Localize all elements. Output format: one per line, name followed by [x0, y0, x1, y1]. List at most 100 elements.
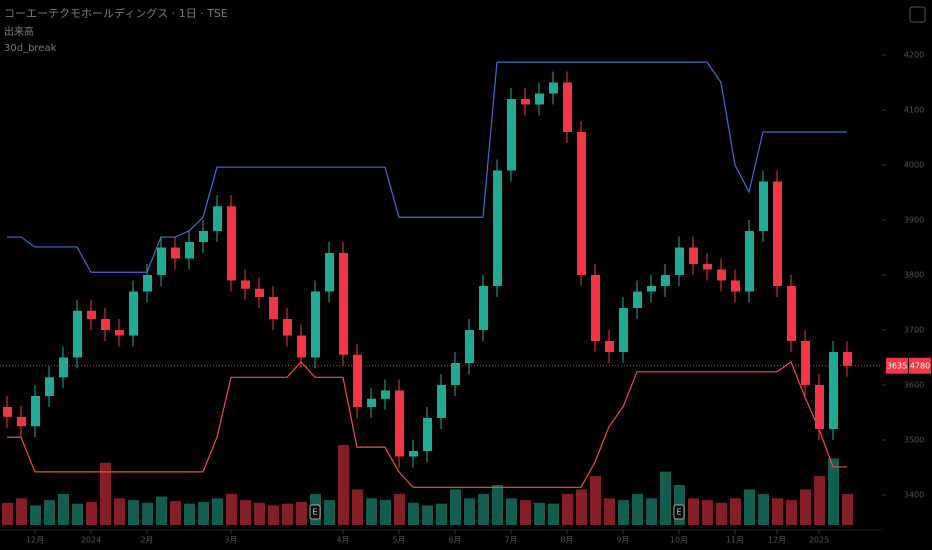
lower-band [7, 360, 847, 488]
candle-body [157, 247, 166, 275]
candle-body [451, 363, 460, 385]
candle-body [633, 291, 642, 308]
volume-bar [590, 476, 601, 525]
candle-body [577, 132, 586, 275]
candle-body [717, 269, 726, 281]
volume-bar [632, 493, 643, 525]
y-tick-label: 4200 [904, 51, 924, 60]
candle-body [3, 407, 12, 417]
volume-bar [212, 498, 223, 525]
volume-bar [30, 505, 41, 525]
candle-body [689, 247, 698, 264]
volume-bar [828, 458, 839, 525]
volume-bar [352, 489, 363, 525]
x-tick-label: 2025 [809, 536, 829, 545]
candle-body [381, 390, 390, 399]
x-tick-label: 3月 [224, 536, 237, 545]
volume-bar [240, 500, 251, 525]
candle-body [731, 280, 740, 292]
x-tick-label: 4月 [336, 536, 349, 545]
x-tick-label: 8月 [560, 536, 573, 545]
candle-body [283, 319, 292, 336]
candle-body [815, 385, 824, 429]
candle-body [255, 288, 264, 297]
volume-bar [436, 503, 447, 525]
indicator-label: 出来高 [4, 25, 34, 38]
candle-body [773, 181, 782, 286]
x-tick-label: 2月 [140, 536, 153, 545]
candle-body [465, 330, 474, 363]
x-tick-label: 5月 [392, 536, 405, 545]
volume-bar [478, 493, 489, 525]
x-tick-label: 12月 [768, 536, 786, 545]
volume-bar [100, 462, 111, 525]
volume-bar [814, 476, 825, 525]
candle-body [703, 264, 712, 270]
event-label: E [676, 508, 681, 517]
y-tick-label: 3800 [904, 271, 924, 280]
candle-body [619, 308, 628, 352]
upper-band [7, 61, 847, 273]
volume-bar [786, 500, 797, 525]
volume-bar [254, 502, 265, 525]
x-tick-label: 10月 [670, 536, 688, 545]
settings-icon[interactable] [909, 6, 926, 23]
candle-body [507, 99, 516, 171]
candle-body [549, 82, 558, 94]
y-tick-label: 3400 [904, 491, 924, 500]
volume-bar [114, 498, 125, 525]
candle-body [423, 418, 432, 451]
candle-body [605, 341, 614, 352]
candle-body [185, 242, 194, 259]
candle-body [675, 247, 684, 275]
candle-body [325, 253, 334, 292]
candle-body [591, 275, 600, 341]
y-tick-label: 4100 [904, 106, 924, 115]
volume-bar [296, 501, 307, 525]
candle-body [829, 352, 838, 429]
volume-bar [716, 502, 727, 525]
candle-body [479, 286, 488, 330]
volume-bar [506, 498, 517, 525]
volume-bar [2, 502, 13, 525]
candle-body [227, 206, 236, 281]
volume-bar [394, 493, 405, 525]
side-label: 4780 [910, 361, 930, 370]
candle-body [31, 396, 40, 427]
volume-bar [646, 498, 657, 525]
volume-bar [170, 501, 181, 525]
candle-body [409, 451, 418, 457]
candle-body [843, 352, 852, 366]
volume-bar [142, 502, 153, 525]
candle-body [269, 297, 278, 319]
event-marker [309, 504, 321, 520]
volume-bar [324, 500, 335, 525]
candle-body [241, 280, 250, 289]
y-tick-label: 4000 [904, 161, 924, 170]
volume-bar [58, 493, 69, 525]
volume-bar [772, 498, 783, 525]
candle-body [129, 291, 138, 336]
x-tick-label: 6月 [448, 536, 461, 545]
volume-bar [758, 493, 769, 525]
volume-bar [618, 500, 629, 525]
y-tick-label: 3500 [904, 436, 924, 445]
candle-body [297, 335, 306, 358]
volume-bar [730, 498, 741, 525]
volume-bar [422, 505, 433, 525]
volume-bar [688, 498, 699, 525]
candle-body [437, 385, 446, 418]
candle-body [115, 330, 124, 336]
x-tick-label: 9月 [616, 536, 629, 545]
candle-body [745, 231, 754, 292]
volume-bar [86, 501, 97, 525]
candle-body [395, 390, 404, 457]
volume-bar [156, 496, 167, 525]
x-tick-label: 11月 [726, 536, 744, 545]
volume-bar [534, 502, 545, 525]
volume-bar [366, 498, 377, 525]
candle-body [339, 253, 348, 355]
candle-body [661, 275, 670, 286]
y-tick-label: 3600 [904, 381, 924, 390]
